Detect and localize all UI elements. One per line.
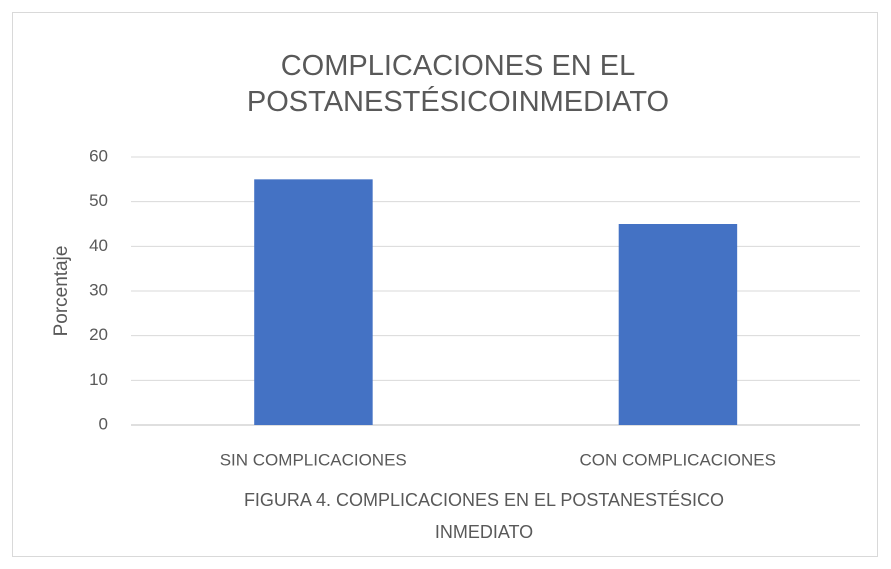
y-axis-label: Porcentaje (51, 246, 72, 337)
y-tick-label: 40 (89, 236, 108, 255)
x-axis-label: FIGURA 4. COMPLICACIONES EN EL POSTANEST… (243, 490, 725, 542)
y-tick-label: 30 (89, 280, 108, 299)
chart-title: COMPLICACIONES EN EL POSTANESTÉSICOINMED… (246, 50, 670, 118)
x-tick-label: CON COMPLICACIONES (580, 450, 776, 469)
y-tick-label: 20 (89, 325, 108, 344)
y-tick-label: 50 (89, 191, 108, 210)
y-tick-label: 10 (89, 370, 108, 389)
bar (618, 224, 738, 425)
bar (254, 179, 373, 425)
x-tick-label: SIN COMPLICACIONES (220, 450, 407, 469)
y-tick-label: 60 (89, 146, 108, 165)
y-tick-label: 0 (99, 414, 108, 433)
